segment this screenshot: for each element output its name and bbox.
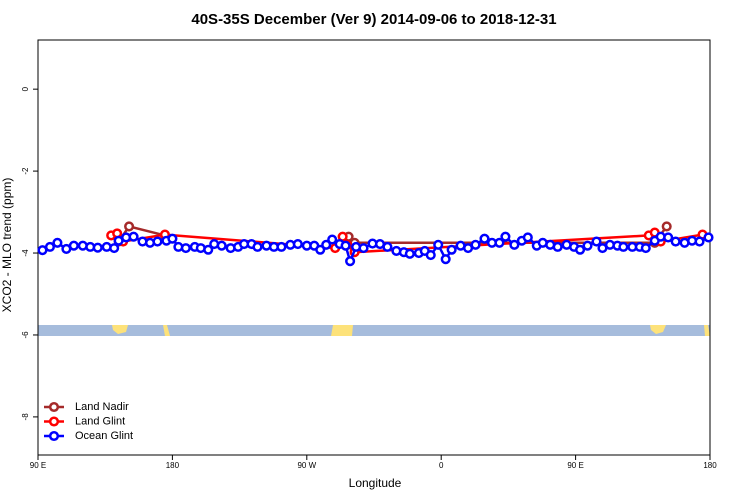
point xyxy=(582,240,593,251)
point xyxy=(509,239,520,250)
point xyxy=(216,240,227,251)
point xyxy=(124,221,135,232)
legend-marker xyxy=(48,416,60,427)
point xyxy=(252,241,263,252)
x-tick-label: 90 E xyxy=(567,461,583,470)
chart-title: 40S-35S December (Ver 9) 2014-09-06 to 2… xyxy=(191,11,556,28)
x-axis-label: Longitude xyxy=(349,476,402,490)
point xyxy=(663,232,674,243)
point xyxy=(640,243,651,254)
point xyxy=(433,239,444,250)
legend-marker xyxy=(48,401,60,413)
point xyxy=(494,237,505,248)
legend-label: Ocean Glint xyxy=(75,430,133,442)
x-tick-label: 180 xyxy=(166,461,180,470)
point xyxy=(327,234,338,245)
point xyxy=(52,237,63,248)
y-tick-label: -4 xyxy=(21,249,30,257)
point xyxy=(661,221,672,232)
x-tick-label: 0 xyxy=(439,461,444,470)
point xyxy=(382,241,393,252)
point xyxy=(128,231,139,242)
point xyxy=(703,232,714,243)
point xyxy=(44,241,55,252)
point xyxy=(167,233,178,244)
y-tick-label: -8 xyxy=(21,413,30,421)
x-tick-label: 90 W xyxy=(297,461,316,470)
point xyxy=(618,241,629,252)
legend-label: Land Nadir xyxy=(75,401,129,413)
legend-marker xyxy=(48,430,60,442)
y-tick-label: 0 xyxy=(21,86,30,91)
point xyxy=(109,243,120,254)
point xyxy=(152,236,163,247)
point xyxy=(180,243,191,254)
y-tick-label: -6 xyxy=(21,331,30,339)
point xyxy=(203,244,214,255)
point xyxy=(522,232,533,243)
point xyxy=(575,244,586,255)
point xyxy=(358,243,369,254)
point xyxy=(340,240,351,251)
point xyxy=(479,233,490,244)
x-tick-label: 90 E xyxy=(30,461,46,470)
point xyxy=(404,248,415,259)
point xyxy=(591,236,602,247)
point xyxy=(694,236,705,247)
point xyxy=(470,239,481,250)
point xyxy=(292,238,303,250)
point xyxy=(425,250,436,261)
point xyxy=(276,241,287,252)
y-tick-label: -2 xyxy=(21,167,30,175)
point xyxy=(321,239,332,250)
point xyxy=(446,244,457,255)
plot-frame xyxy=(37,39,711,456)
land-strip xyxy=(38,325,710,336)
legend-label: Land Glint xyxy=(75,415,125,427)
point xyxy=(440,254,451,265)
point xyxy=(68,240,79,251)
y-axis-label: XCO2 - MLO trend (ppm) xyxy=(0,178,14,313)
point xyxy=(670,236,681,247)
x-tick-label: 180 xyxy=(703,461,717,470)
point xyxy=(345,256,356,267)
point xyxy=(315,244,326,255)
point xyxy=(552,241,563,252)
point xyxy=(500,231,511,242)
point xyxy=(92,242,103,253)
